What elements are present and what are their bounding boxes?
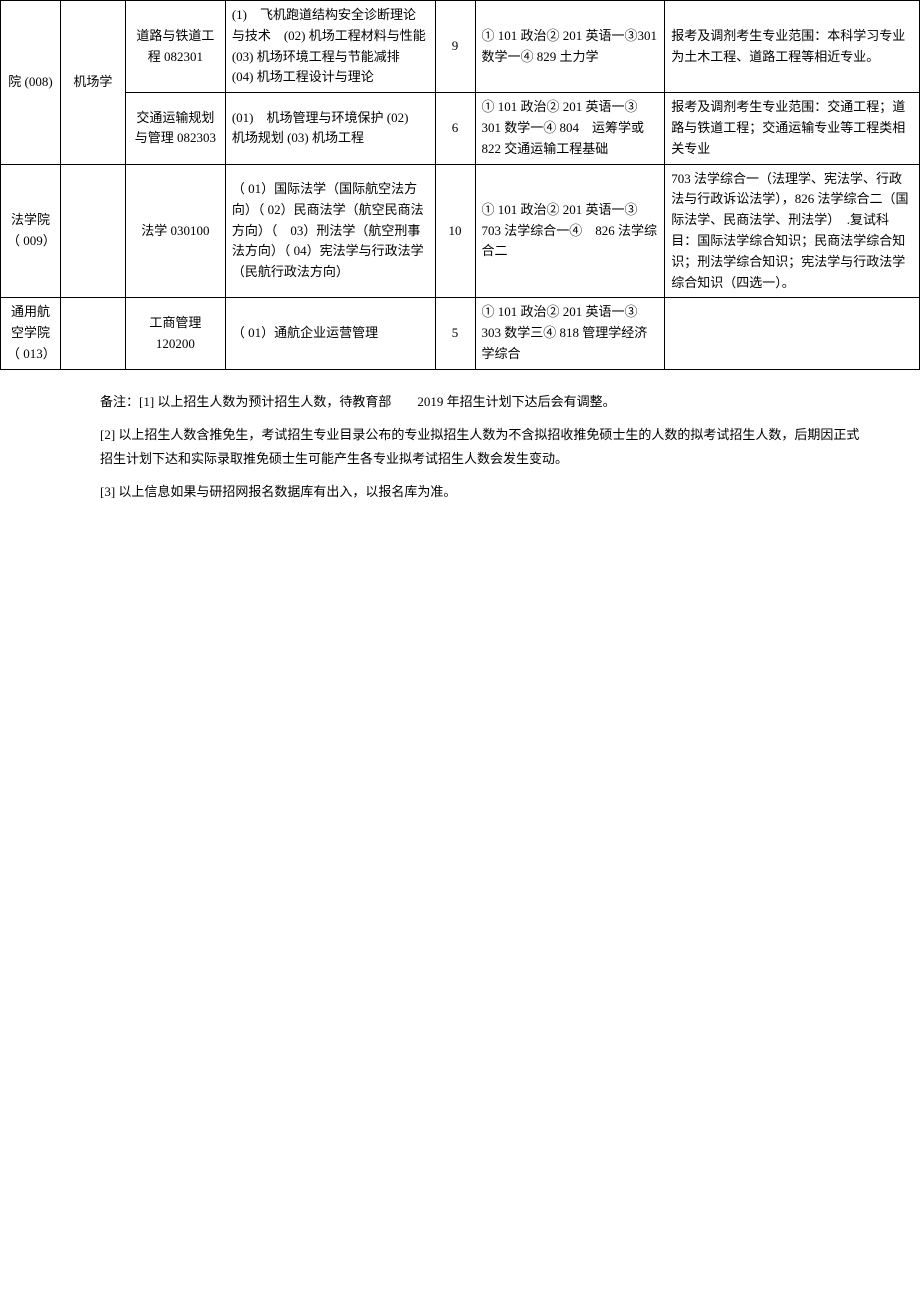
table-row: 院 (008)机场学道路与铁道工程 082301(1) 飞机跑道结构安全诊断理论… <box>1 1 920 93</box>
remarks-cell <box>665 298 920 369</box>
dept-cell: 机场学 <box>60 1 125 165</box>
direction-cell: (01) 机场管理与环境保护 (02) 机场规划 (03) 机场工程 <box>225 93 435 164</box>
num-cell: 6 <box>435 93 475 164</box>
major-cell: 工商管理 120200 <box>125 298 225 369</box>
remarks-cell: 报考及调剂考生专业范围：交通工程；道路与铁道工程；交通运输专业等工程类相关专业 <box>665 93 920 164</box>
remarks-cell: 703 法学综合一（法理学、宪法学、行政法与行政诉讼法学），826 法学综合二（… <box>665 164 920 298</box>
num-cell: 5 <box>435 298 475 369</box>
dept-cell <box>60 298 125 369</box>
subjects-cell: ① 101 政治② 201 英语一③301 数学一④ 829 土力学 <box>475 1 665 93</box>
college-cell: 院 (008) <box>1 1 61 165</box>
subjects-cell: ① 101 政治② 201 英语一③ 303 数学三④ 818 管理学经济学综合 <box>475 298 665 369</box>
college-cell: 通用航空学院（ 013） <box>1 298 61 369</box>
table-row: 通用航空学院（ 013） 工商管理 120200（ 01）通航企业运营管理5① 1… <box>1 298 920 369</box>
table-row: 法学院（ 009） 法学 030100（ 01）国际法学（国际航空法方向）（ 02… <box>1 164 920 298</box>
table-row: 交通运输规划与管理 082303(01) 机场管理与环境保护 (02) 机场规划… <box>1 93 920 164</box>
college-cell: 法学院（ 009） <box>1 164 61 298</box>
subjects-cell: ① 101 政治② 201 英语一③ 703 法学综合一④ 826 法学综合二 <box>475 164 665 298</box>
major-cell: 交通运输规划与管理 082303 <box>125 93 225 164</box>
remarks-cell: 报考及调剂考生专业范围：本科学习专业为土木工程、道路工程等相近专业。 <box>665 1 920 93</box>
notes-section: 备注：[1] 以上招生人数为预计招生人数，待教育部 2019 年招生计划下达后会… <box>0 390 920 504</box>
admissions-table: 院 (008)机场学道路与铁道工程 082301(1) 飞机跑道结构安全诊断理论… <box>0 0 920 370</box>
subjects-cell: ① 101 政治② 201 英语一③ 301 数学一④ 804 运筹学或 822… <box>475 93 665 164</box>
num-cell: 10 <box>435 164 475 298</box>
direction-cell: （ 01）国际法学（国际航空法方向）（ 02）民商法学（航空民商法方向）（ 03… <box>225 164 435 298</box>
major-cell: 法学 030100 <box>125 164 225 298</box>
note-3: [3] 以上信息如果与研招网报名数据库有出入，以报名库为准。 <box>100 480 860 503</box>
direction-cell: (1) 飞机跑道结构安全诊断理论与技术 (02) 机场工程材料与性能 (03) … <box>225 1 435 93</box>
major-cell: 道路与铁道工程 082301 <box>125 1 225 93</box>
note-1: 备注：[1] 以上招生人数为预计招生人数，待教育部 2019 年招生计划下达后会… <box>100 390 860 413</box>
dept-cell <box>60 164 125 298</box>
note-2: [2] 以上招生人数含推免生，考试招生专业目录公布的专业拟招生人数为不含拟招收推… <box>100 423 860 470</box>
direction-cell: （ 01）通航企业运营管理 <box>225 298 435 369</box>
num-cell: 9 <box>435 1 475 93</box>
